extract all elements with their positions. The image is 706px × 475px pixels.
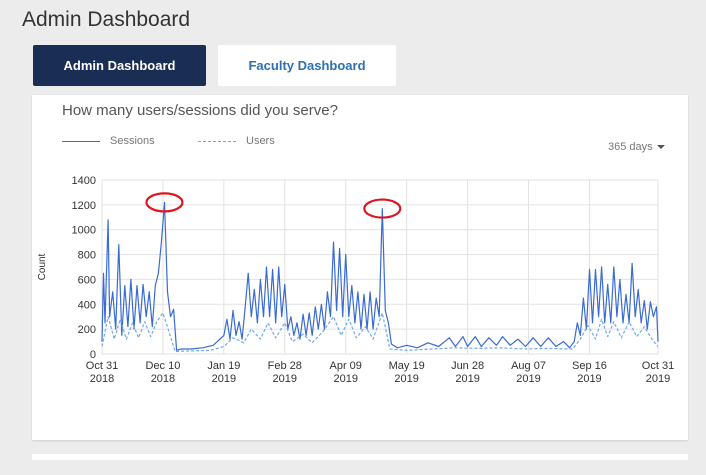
x-tick-label-line: 2019: [273, 373, 297, 385]
x-tick-label-line: Oct 31: [642, 360, 674, 372]
y-tick-label: 800: [78, 250, 96, 262]
tab-faculty-dashboard[interactable]: Faculty Dashboard: [218, 45, 396, 86]
x-tick-label-line: 2019: [455, 373, 479, 385]
legend-item-users[interactable]: Users: [198, 135, 328, 151]
series-line-sessions: [101, 201, 659, 351]
x-tick-label-line: Aug 07: [511, 360, 546, 372]
x-tick-label: Apr 09 2019: [330, 360, 362, 385]
y-axis-label: Count: [37, 253, 48, 280]
range-dropdown[interactable]: 365 days: [608, 141, 665, 153]
y-tick-label: 200: [78, 324, 96, 336]
x-tick-label-line: 2019: [333, 373, 357, 385]
highlight-circle: [363, 198, 402, 219]
range-dropdown-value: 365 days: [608, 141, 653, 153]
x-tick-label: Jun 28 2019: [451, 360, 484, 385]
legend-label-sessions: Sessions: [110, 135, 155, 147]
highlight-circle: [145, 192, 184, 213]
sessions-chart-card: How many users/sessions did you serve? S…: [32, 95, 688, 440]
tab-admin-dashboard[interactable]: Admin Dashboard: [33, 45, 206, 86]
legend-item-sessions[interactable]: Sessions: [62, 135, 202, 151]
x-tick-label-line: Dec 10: [146, 360, 181, 372]
x-tick-label: Dec 10 2018: [146, 360, 181, 385]
series-line-users: [101, 312, 659, 353]
y-tick-label: 0: [90, 349, 96, 361]
x-tick-label-line: Jan 19: [207, 360, 240, 372]
x-tick-label: Feb 28 2019: [268, 360, 302, 385]
x-tick-label: Jan 19 2019: [207, 360, 240, 385]
page-title: Admin Dashboard: [22, 8, 191, 31]
y-tick-label: 400: [78, 299, 96, 311]
x-tick-label: May 19 2019: [389, 360, 425, 385]
x-tick-label-line: Feb 28: [268, 360, 302, 372]
x-tick-label: Oct 31 2018: [86, 360, 118, 385]
x-tick-label-line: 2019: [212, 373, 236, 385]
x-tick-label-line: Apr 09: [330, 360, 362, 372]
x-tick-label-line: Jun 28: [451, 360, 484, 372]
x-tick-label: Sep 16 2019: [572, 360, 607, 385]
legend-label-users: Users: [246, 135, 275, 147]
y-tick-label: 600: [78, 274, 96, 286]
x-tick-label-line: 2019: [394, 373, 418, 385]
y-tick-label: 1200: [72, 200, 96, 212]
x-tick-label: Oct 31 2019: [642, 360, 674, 385]
x-tick-label: Aug 07 2019: [511, 360, 546, 385]
x-tick-label-line: Sep 16: [572, 360, 607, 372]
x-tick-label-line: 2018: [90, 373, 114, 385]
x-tick-label-line: 2019: [646, 373, 670, 385]
next-card-edge: [32, 454, 688, 460]
x-tick-label-line: May 19: [389, 360, 425, 372]
x-tick-label-line: 2018: [151, 373, 175, 385]
chevron-down-icon: [656, 145, 665, 150]
y-tick-label: 1400: [72, 175, 96, 187]
card-title: How many users/sessions did you serve?: [62, 102, 338, 119]
x-tick-label-line: 2019: [516, 373, 540, 385]
y-tick-label: 1000: [72, 225, 96, 237]
users-legend-swatch: [198, 141, 236, 142]
sessions-legend-swatch: [62, 141, 100, 142]
x-tick-label-line: 2019: [577, 373, 601, 385]
x-tick-label-line: Oct 31: [86, 360, 118, 372]
